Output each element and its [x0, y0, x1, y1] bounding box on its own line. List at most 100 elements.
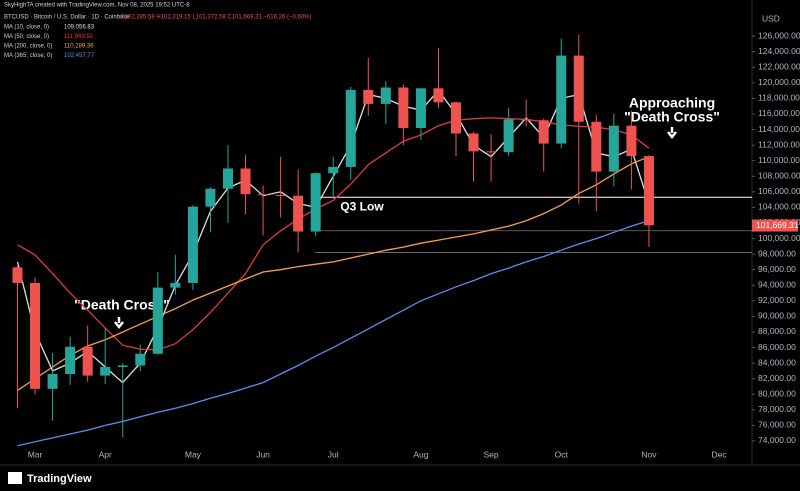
y-tick-label: 112,000.00 — [758, 139, 800, 149]
x-tick-label: Mar — [28, 449, 43, 459]
brand-name: TradingView — [27, 473, 92, 485]
legend-value: 110,289.36 — [64, 44, 94, 50]
x-tick-label: Jul — [328, 449, 339, 459]
x-tick-label: Aug — [413, 449, 428, 459]
candle-body — [521, 119, 532, 121]
y-tick-label: 100,000.00 — [758, 233, 800, 243]
y-tick-label: 92,000.00 — [758, 295, 796, 305]
candle-body — [240, 168, 251, 195]
y-tick-label: 118,000.00 — [758, 93, 800, 103]
legend-value: 109,056.83 — [64, 25, 95, 31]
candle-body — [486, 151, 497, 153]
y-tick-label: 90,000.00 — [758, 311, 796, 321]
price-tag — [752, 219, 798, 232]
y-tick-label: 110,000.00 — [758, 155, 800, 165]
candle-body — [135, 353, 146, 366]
symbol-line: BTCUSD · Bitcoin / U.S. Dollar · 1D · Co… — [4, 15, 130, 21]
candle-body — [47, 374, 58, 389]
plot — [12, 34, 752, 447]
y-tick-label: 84,000.00 — [758, 357, 796, 367]
candle-body — [573, 55, 584, 122]
candle-body — [12, 267, 23, 283]
x-tick-label: Sep — [484, 449, 499, 459]
ohlc-line: O102,285.58 H102,319.15 L101,372.58 C101… — [120, 15, 312, 21]
x-tick-label: Jun — [256, 449, 270, 459]
candle-body — [363, 89, 374, 104]
candle-body — [538, 120, 549, 144]
candle-body — [152, 287, 163, 354]
legend-name: MA (10, close, 0) — [4, 25, 49, 31]
candle-body — [328, 166, 339, 174]
candle-body — [30, 282, 41, 389]
x-tick-label: Nov — [641, 449, 657, 459]
candle-body — [222, 168, 233, 189]
x-tick-label: Apr — [99, 449, 112, 459]
candle-body — [100, 367, 111, 376]
y-tick-label: 78,000.00 — [758, 404, 796, 414]
currency: USD — [762, 13, 780, 23]
candle-body — [310, 173, 321, 232]
candle-body — [398, 87, 409, 129]
candle-body — [468, 133, 479, 152]
y-tick-label: 98,000.00 — [758, 248, 796, 258]
legend-name: MA (365, close, 0) — [4, 53, 52, 59]
y-tick-label: 82,000.00 — [758, 373, 796, 383]
candle-body — [626, 125, 637, 157]
y-tick-label: 88,000.00 — [758, 326, 796, 336]
price-tag-label: 101,669.31 — [756, 220, 799, 230]
y-tick-label: 104,000.00 — [758, 202, 800, 212]
arrow — [667, 127, 677, 140]
candle-body — [380, 87, 391, 104]
candle-body — [275, 194, 286, 196]
annotation: Approaching — [629, 95, 715, 111]
candle-body — [503, 119, 514, 153]
legend-value: 102,457.77 — [64, 53, 95, 59]
candle-body — [608, 125, 619, 172]
candle-body — [556, 55, 567, 144]
x-tick-label: Dec — [712, 449, 728, 459]
y-tick-label: 122,000.00 — [758, 62, 800, 72]
y-tick-label: 114,000.00 — [758, 124, 800, 134]
y-tick-label: 94,000.00 — [758, 280, 796, 290]
y-tick-label: 106,000.00 — [758, 186, 800, 196]
y-tick-label: 80,000.00 — [758, 389, 796, 399]
candle-body — [258, 194, 269, 196]
candle-body — [451, 102, 461, 134]
x-tick-label: Oct — [555, 449, 569, 459]
candle-body — [205, 188, 216, 207]
annotation: "Death Cross" — [74, 297, 170, 313]
x-tick-label: May — [185, 449, 202, 459]
candle-body — [82, 346, 93, 376]
candle-body — [591, 121, 602, 172]
y-tick-label: 96,000.00 — [758, 264, 796, 274]
y-tick-label: 74,000.00 — [758, 435, 796, 445]
level-label: Q3 Low — [340, 199, 384, 213]
candle-body — [433, 88, 444, 103]
y-tick-label: 126,000.00 — [758, 30, 800, 40]
candle-body — [293, 195, 304, 232]
annotation: "Death Cross" — [624, 109, 720, 125]
watermark: SkyHighTA created with TradingView.com, … — [4, 3, 190, 9]
y-tick-label: 76,000.00 — [758, 420, 796, 430]
brand: TradingView — [8, 472, 92, 485]
candle-body — [415, 88, 426, 129]
y-tick-label: 124,000.00 — [758, 46, 800, 56]
candle-body — [345, 89, 356, 167]
y-tick-label: 86,000.00 — [758, 342, 796, 352]
candle-body — [187, 206, 198, 283]
candle-body — [170, 282, 181, 288]
ma-line — [17, 156, 650, 391]
candle-body — [643, 156, 654, 226]
y-tick-label: 120,000.00 — [758, 77, 800, 87]
candle-body — [117, 365, 128, 368]
y-tick-label: 116,000.00 — [758, 108, 800, 118]
legend-value: 111,969.92 — [64, 34, 94, 40]
logo — [8, 472, 22, 484]
arrow — [114, 317, 124, 330]
y-tick-label: 108,000.00 — [758, 171, 800, 181]
legend-name: MA (200, close, 0) — [4, 44, 52, 50]
legend-name: MA (50, close, 0) — [4, 34, 49, 40]
candle-body — [65, 346, 76, 375]
